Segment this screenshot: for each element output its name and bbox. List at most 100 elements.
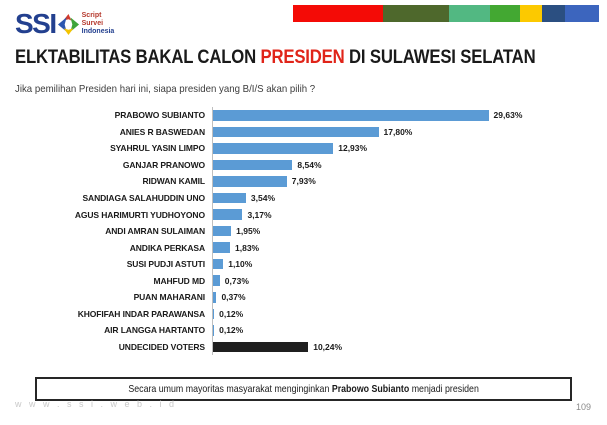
chart-row: SYAHRUL YASIN LIMPO 12,93%: [15, 140, 590, 157]
category-label: KHOFIFAH INDAR PARAWANSA: [77, 308, 205, 319]
strip-segment: [449, 5, 490, 22]
chart-row: SANDIAGA SALAHUDDIN UNO 3,54%: [15, 189, 590, 207]
category-label: ANDI AMRAN SULAIMAN: [105, 226, 205, 237]
bar: [213, 192, 246, 204]
title-highlight: PRESIDEN: [260, 47, 345, 68]
chart-row: PUAN MAHARANI 0,37%: [15, 289, 590, 306]
category-label: SYAHRUL YASIN LIMPO: [110, 143, 205, 154]
chart-row: PRABOWO SUBIANTO 29,63%: [15, 107, 590, 124]
chart-row: MAHFUD MD 0,73%: [15, 272, 590, 290]
strip-segment: [542, 5, 565, 22]
category-label: ANIES R BASWEDAN: [119, 126, 205, 137]
value-label: 0,37%: [221, 292, 246, 303]
page-title: ELKTABILITAS BAKAL CALON PRESIDEN DI SUL…: [15, 47, 536, 69]
bar-area: 8,54%: [212, 156, 590, 174]
bar-area: 0,12%: [212, 322, 590, 339]
conclusion-bold: Prabowo Subianto: [331, 383, 410, 395]
strip-segment: [383, 5, 449, 22]
logo-diamond-icon: [57, 13, 79, 35]
logo-line3: Indonesia: [81, 28, 115, 36]
value-label: 3,54%: [250, 193, 276, 203]
value-label: 0,12%: [219, 308, 244, 319]
bar-area: 7,93%: [212, 173, 590, 190]
bar-area: 29,63%: [212, 107, 590, 124]
chart-row: ANDIKA PERKASA 1,83%: [15, 239, 590, 256]
survey-question: Jika pemilihan Presiden hari ini, siapa …: [15, 83, 316, 95]
bar-area: 1,10%: [212, 255, 590, 273]
strip-segment: [520, 5, 542, 22]
conclusion-box: Secara umum mayoritas masyarakat menging…: [35, 377, 572, 401]
bar: [213, 325, 215, 336]
chart-row: ANDI AMRAN SULAIMAN 1,95%: [15, 222, 590, 240]
chart-row: RIDWAN KAMIL 7,93%: [15, 173, 590, 190]
bar: [213, 225, 232, 237]
bar-area: 3,17%: [212, 206, 590, 223]
bar-area: 3,54%: [212, 189, 590, 207]
category-label: AIR LANGGA HARTANTO: [104, 325, 205, 336]
value-label: 17,80%: [383, 126, 413, 137]
top-color-strip: [293, 5, 599, 22]
bar: [213, 126, 379, 138]
bar-area: 0,12%: [212, 305, 590, 323]
logo-ssi-text: SSI: [15, 8, 57, 39]
bar: [213, 176, 287, 187]
value-label: 3,17%: [247, 209, 272, 220]
strip-segment: [293, 5, 383, 22]
value-label: 0,73%: [224, 275, 249, 286]
bar-area: 17,80%: [212, 123, 590, 141]
value-label: 29,63%: [493, 110, 523, 121]
bar: [213, 209, 243, 220]
category-label: RIDWAN KAMIL: [142, 176, 205, 187]
category-label: MAHFUD MD: [153, 275, 205, 286]
bar: [213, 275, 220, 286]
logo-line1: Script: [81, 11, 102, 19]
value-label: 12,93%: [338, 143, 368, 154]
chart-row: KHOFIFAH INDAR PARAWANSA 0,12%: [15, 305, 590, 323]
logo-subtext: Script Survei Indonesia: [82, 12, 115, 36]
value-label: 0,12%: [219, 325, 244, 336]
value-label: 1,95%: [236, 226, 261, 237]
bar: [213, 341, 309, 353]
chart-row: GANJAR PRANOWO 8,54%: [15, 156, 590, 174]
category-label: ANDIKA PERKASA: [129, 242, 205, 253]
conclusion-prefix: Secara umum mayoritas masyarakat menging…: [128, 383, 332, 395]
website-url: w w w . s s i . w e b . i d: [15, 399, 177, 409]
chart-rows: PRABOWO SUBIANTO 29,63% ANIES R BASWEDAN 17…: [15, 107, 590, 356]
bar: [213, 308, 215, 320]
bar-area: 0,37%: [212, 289, 590, 306]
title-prefix: ELKTABILITAS BAKAL CALON: [15, 47, 261, 68]
strip-segment: [565, 5, 599, 22]
bar: [213, 292, 217, 303]
bar-area: 10,24%: [212, 338, 590, 356]
chart-row: AGUS HARIMURTI YUDHOYONO 3,17%: [15, 206, 590, 223]
bar-area: 0,73%: [212, 272, 590, 290]
category-label: AGUS HARIMURTI YUDHOYONO: [74, 209, 205, 220]
category-label: PUAN MAHARANI: [133, 292, 206, 303]
chart-row: ANIES R BASWEDAN 17,80%: [15, 123, 590, 141]
value-label: 1,83%: [235, 242, 260, 253]
title-suffix: DI SULAWESI SELATAN: [344, 47, 536, 68]
logo-line2: Survei: [81, 19, 104, 27]
value-label: 10,24%: [313, 341, 343, 352]
chart-row: UNDECIDED VOTERS 10,24%: [15, 338, 590, 356]
bar-area: 1,83%: [212, 239, 590, 256]
value-label: 8,54%: [297, 159, 322, 170]
bar: [213, 159, 293, 171]
bar-chart: PRABOWO SUBIANTO 29,63% ANIES R BASWEDAN 17…: [15, 107, 590, 356]
conclusion-text: Secara umum mayoritas masyarakat menging…: [128, 383, 478, 395]
logo: SSI Script Survei Indonesia: [15, 10, 114, 38]
category-label: GANJAR PRANOWO: [122, 159, 205, 170]
conclusion-suffix: menjadi presiden: [409, 383, 479, 395]
bar-area: 1,95%: [212, 222, 590, 240]
bar: [213, 258, 224, 270]
chart-row: SUSI PUDJI ASTUTI 1,10%: [15, 255, 590, 273]
page-number: 109: [575, 402, 591, 412]
category-label: SUSI PUDJI ASTUTI: [126, 259, 205, 270]
bar: [213, 242, 231, 253]
bar: [213, 143, 334, 154]
bar: [213, 110, 489, 121]
category-label: UNDECIDED VOTERS: [118, 341, 205, 352]
category-label: SANDIAGA SALAHUDDIN UNO: [82, 193, 205, 203]
category-label: PRABOWO SUBIANTO: [114, 110, 205, 121]
chart-row: AIR LANGGA HARTANTO 0,12%: [15, 322, 590, 339]
